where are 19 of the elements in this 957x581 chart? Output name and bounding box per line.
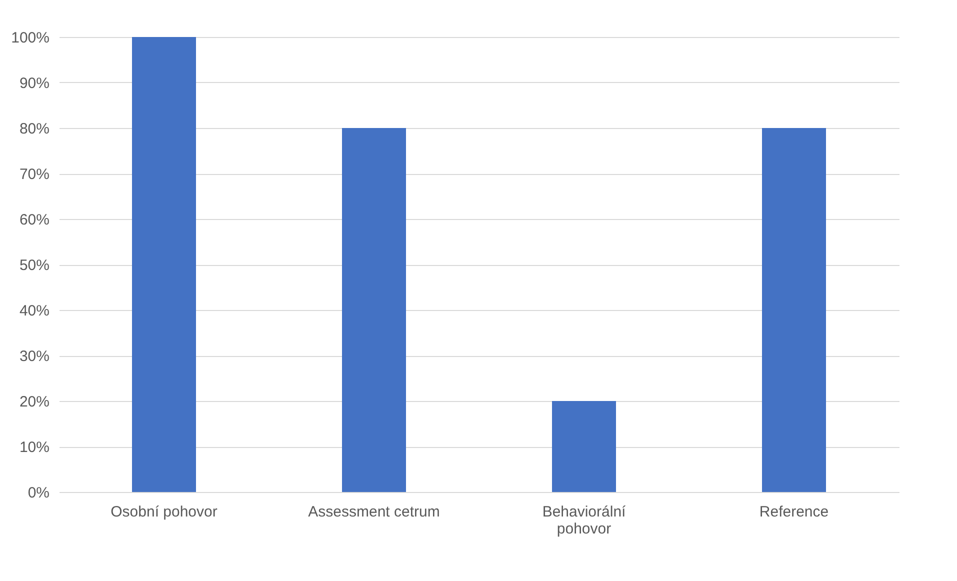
x-tick-label: Reference [759,504,829,520]
y-tick-label: 50% [19,257,50,274]
bar [762,128,826,492]
y-tick-label: 80% [19,120,50,138]
y-tick-label: 30% [19,348,50,365]
y-tick-label: 100% [11,30,50,46]
y-tick-label: 40% [19,302,50,320]
y-tick-label: 90% [19,75,50,92]
bar [132,37,196,492]
bar [342,128,406,492]
x-tick-label: Assessment cetrum [308,504,440,520]
x-tick-label: Osobní pohovor [110,504,218,520]
y-tick-label: 70% [19,166,50,183]
x-tick-label: Behaviorální pohovor [542,504,627,538]
bar [552,401,616,492]
y-tick-label: 0% [28,484,50,502]
y-tick-label: 10% [19,439,50,456]
y-tick-label: 20% [19,394,50,410]
y-tick-label: 60% [19,212,50,228]
